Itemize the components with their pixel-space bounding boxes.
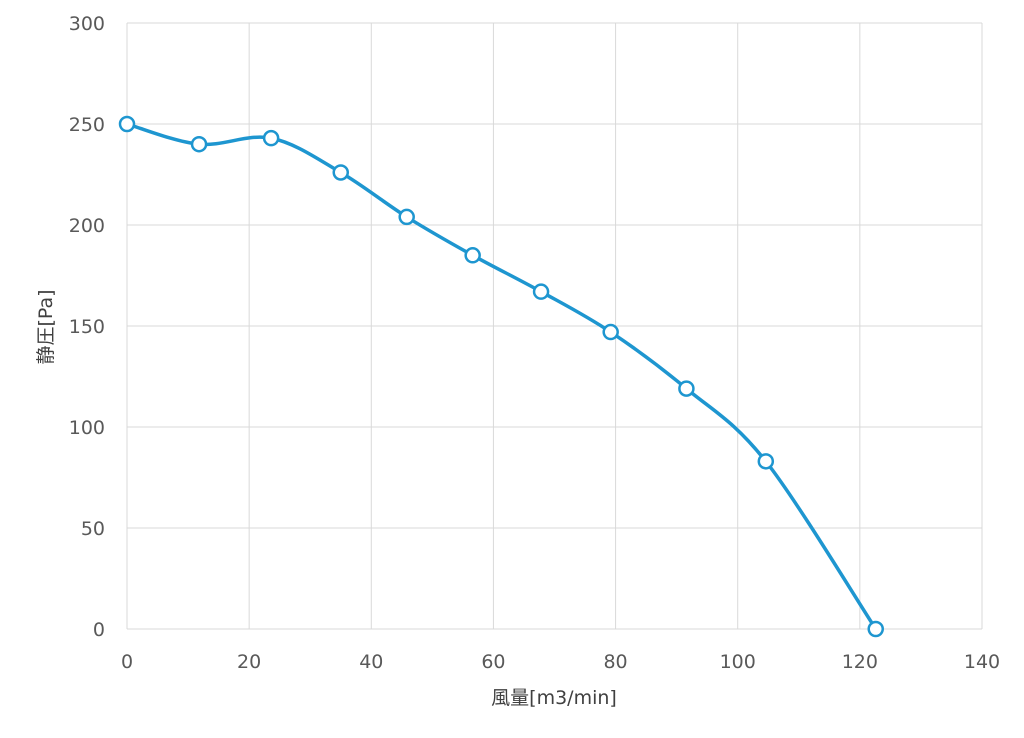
x-tick-label: 0 [121,651,133,673]
x-tick-label: 20 [237,651,261,673]
y-tick-label: 300 [69,13,105,35]
y-tick-label: 50 [81,518,105,540]
data-point [190,135,208,153]
data-point [118,115,136,133]
tick-labels: 0 50 100 150 200 250 300 0 20 40 60 80 100 120 140 [69,13,1000,673]
series-line [125,122,878,631]
data-point [262,129,280,147]
x-tick-label: 60 [481,651,505,673]
data-point [757,453,775,470]
x-tick-label: 100 [720,651,756,673]
data-point [532,283,550,300]
y-tick-label: 200 [69,215,105,237]
y-tick-label: 100 [69,417,105,439]
x-tick-label: 140 [964,651,1000,673]
series-layer [118,115,884,638]
data-point [678,380,695,397]
y-tick-label: 150 [69,316,105,338]
data-point [398,208,415,226]
y-tick-label: 250 [69,114,105,136]
data-point [332,164,349,181]
y-axis-title: 静圧[Pa] [35,289,57,364]
y-tick-label: 0 [93,619,105,641]
data-point [602,323,619,341]
data-point [867,620,884,638]
data-point [464,247,481,264]
x-tick-label: 120 [842,651,878,673]
x-tick-label: 40 [359,651,383,673]
x-tick-label: 80 [603,651,627,673]
grid-layer [126,22,983,630]
x-axis-title: 風量[m3/min] [491,687,617,709]
